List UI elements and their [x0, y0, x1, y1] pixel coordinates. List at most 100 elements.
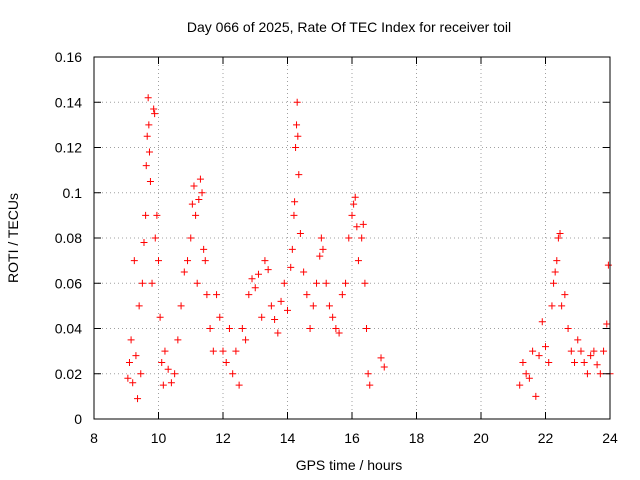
- data-point: [567, 347, 575, 355]
- data-point: [258, 313, 266, 321]
- data-point: [134, 395, 142, 403]
- data-point: [284, 306, 291, 314]
- data-point: [292, 144, 300, 151]
- data-point: [143, 132, 151, 140]
- data-point: [129, 379, 137, 387]
- data-point: [238, 325, 246, 332]
- data-point: [213, 291, 221, 299]
- data-point: [158, 358, 166, 366]
- data-point: [151, 234, 159, 242]
- data-point: [583, 370, 591, 378]
- data-point: [353, 223, 361, 231]
- data-point: [350, 200, 358, 208]
- data-point: [309, 302, 317, 310]
- data-point: [296, 229, 304, 237]
- data-points: [124, 94, 614, 403]
- data-point: [153, 211, 161, 219]
- y-tick-label: 0.16: [55, 49, 82, 65]
- data-point: [529, 347, 537, 355]
- data-point: [274, 329, 282, 337]
- data-point: [167, 379, 175, 387]
- data-point: [195, 196, 203, 204]
- data-point: [267, 302, 275, 310]
- y-tick-label: 0.04: [55, 321, 82, 337]
- data-point: [248, 275, 256, 283]
- data-point: [277, 297, 285, 305]
- data-point: [135, 302, 143, 310]
- data-point: [554, 234, 562, 242]
- data-point: [600, 347, 608, 355]
- data-point: [242, 336, 250, 344]
- x-tick-label: 12: [215, 430, 231, 446]
- data-point: [293, 98, 301, 106]
- data-point: [232, 347, 240, 355]
- data-point: [380, 363, 388, 371]
- y-tick-label: 0.14: [55, 94, 82, 110]
- data-point: [125, 358, 133, 366]
- data-point: [361, 279, 369, 287]
- data-point: [564, 325, 572, 332]
- data-point: [561, 291, 569, 299]
- data-point: [345, 234, 353, 242]
- y-tick-label: 0.06: [55, 275, 82, 291]
- data-point: [556, 229, 564, 237]
- data-point: [364, 370, 372, 378]
- data-point: [316, 252, 324, 260]
- data-point: [150, 105, 158, 113]
- data-point: [351, 193, 359, 201]
- y-tick-label: 0.08: [55, 230, 82, 246]
- data-point: [161, 347, 169, 355]
- data-point: [354, 257, 362, 265]
- data-point: [261, 257, 269, 265]
- axis-ticks: [93, 56, 611, 420]
- data-point: [366, 381, 374, 389]
- data-point: [138, 279, 146, 287]
- x-tick-label: 14: [280, 430, 296, 446]
- y-tick-label: 0.02: [55, 366, 82, 382]
- data-point: [532, 392, 540, 400]
- data-point: [142, 162, 150, 170]
- y-tick-label: 0.12: [55, 140, 82, 156]
- data-point: [187, 234, 195, 242]
- data-point: [193, 279, 201, 287]
- x-tick-label: 24: [602, 430, 618, 446]
- data-point: [142, 211, 150, 219]
- data-point: [148, 279, 156, 287]
- data-point: [577, 347, 585, 355]
- data-point: [519, 358, 527, 366]
- data-point: [329, 313, 337, 321]
- data-point: [319, 245, 327, 253]
- data-point: [235, 381, 243, 389]
- data-point: [593, 361, 601, 369]
- x-tick-label: 22: [538, 430, 554, 446]
- y-tick-label: 0: [74, 411, 82, 427]
- data-point: [288, 245, 296, 253]
- data-point: [251, 284, 259, 292]
- data-point: [522, 370, 530, 378]
- data-point: [151, 110, 159, 118]
- data-point: [177, 302, 185, 310]
- x-tick-label: 18: [409, 430, 425, 446]
- data-point: [295, 171, 303, 179]
- data-point: [604, 261, 612, 269]
- data-point: [377, 354, 385, 362]
- data-point: [342, 279, 350, 287]
- tick-labels: 8 10 12 14 16 18 20 22 24 0 0.02 0.04 0.06 0.08 0.1 0.1…: [55, 49, 618, 446]
- x-tick-label: 8: [90, 430, 98, 446]
- data-point: [548, 302, 556, 310]
- data-point: [300, 268, 308, 276]
- data-point: [192, 211, 200, 219]
- data-point: [574, 336, 582, 344]
- data-point: [184, 257, 192, 265]
- data-point: [164, 365, 172, 373]
- data-point: [156, 313, 164, 321]
- data-point: [313, 279, 321, 287]
- data-point: [209, 347, 217, 355]
- data-point: [525, 374, 533, 382]
- x-axis-label: GPS time / hours: [296, 457, 403, 473]
- data-point: [596, 370, 604, 378]
- data-point: [558, 302, 566, 310]
- data-point: [293, 121, 301, 129]
- data-point: [551, 268, 559, 276]
- y-axis-label: ROTI / TECUs: [5, 193, 21, 283]
